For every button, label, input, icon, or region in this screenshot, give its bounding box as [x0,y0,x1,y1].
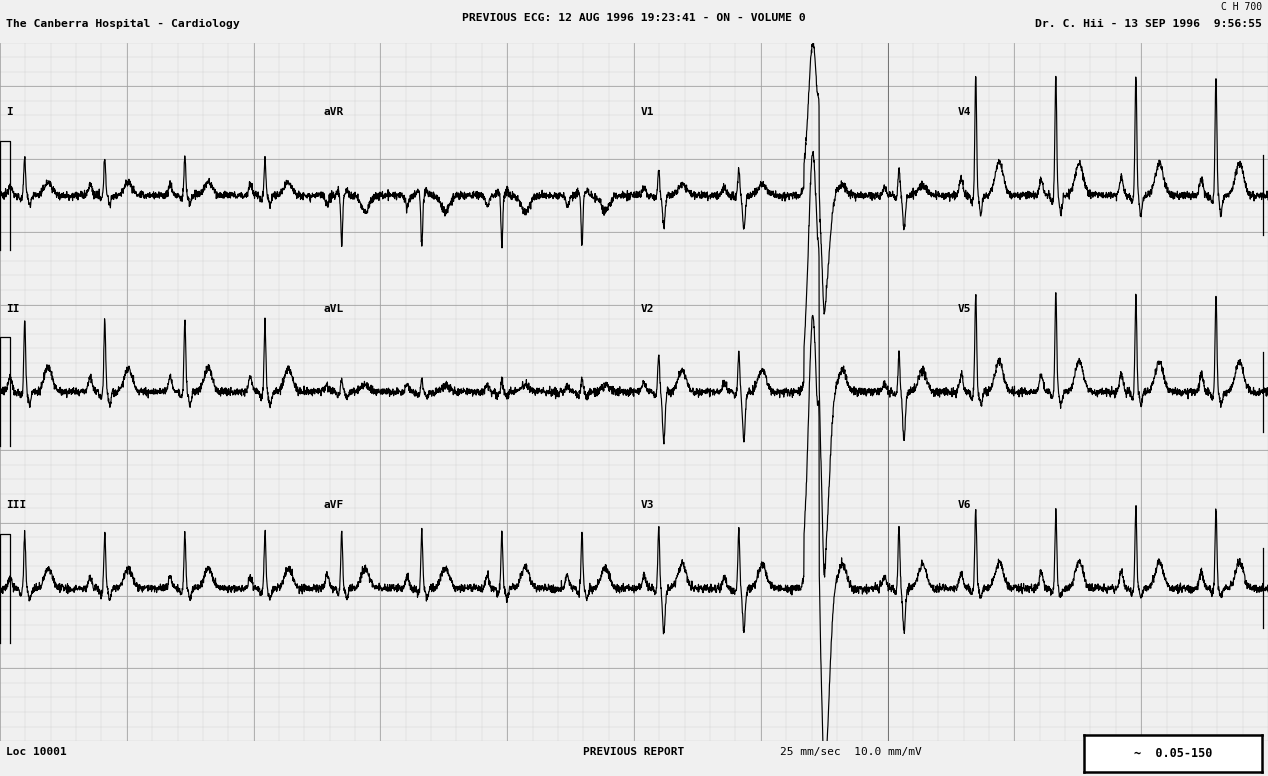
Text: PREVIOUS ECG: 12 AUG 1996 19:23:41 - ON - VOLUME 0: PREVIOUS ECG: 12 AUG 1996 19:23:41 - ON … [462,13,806,23]
Text: V2: V2 [640,304,654,314]
Text: C H 700: C H 700 [1221,2,1262,12]
Text: III: III [6,501,27,511]
Text: aVR: aVR [323,107,344,117]
Text: I: I [6,107,13,117]
Text: V5: V5 [957,304,971,314]
Text: Dr. C. Hii - 13 SEP 1996  9:56:55: Dr. C. Hii - 13 SEP 1996 9:56:55 [1035,19,1262,29]
Text: II: II [6,304,20,314]
Text: V1: V1 [640,107,654,117]
Text: ~  0.05-150: ~ 0.05-150 [1134,747,1212,760]
Text: V3: V3 [640,501,654,511]
Text: PREVIOUS REPORT: PREVIOUS REPORT [583,747,685,757]
Text: 25 mm/sec  10.0 mm/mV: 25 mm/sec 10.0 mm/mV [780,747,922,757]
Text: The Canberra Hospital - Cardiology: The Canberra Hospital - Cardiology [6,19,240,29]
Text: aVF: aVF [323,501,344,511]
Text: aVL: aVL [323,304,344,314]
Text: Loc 10001: Loc 10001 [6,747,67,757]
Text: V4: V4 [957,107,971,117]
Text: V6: V6 [957,501,971,511]
